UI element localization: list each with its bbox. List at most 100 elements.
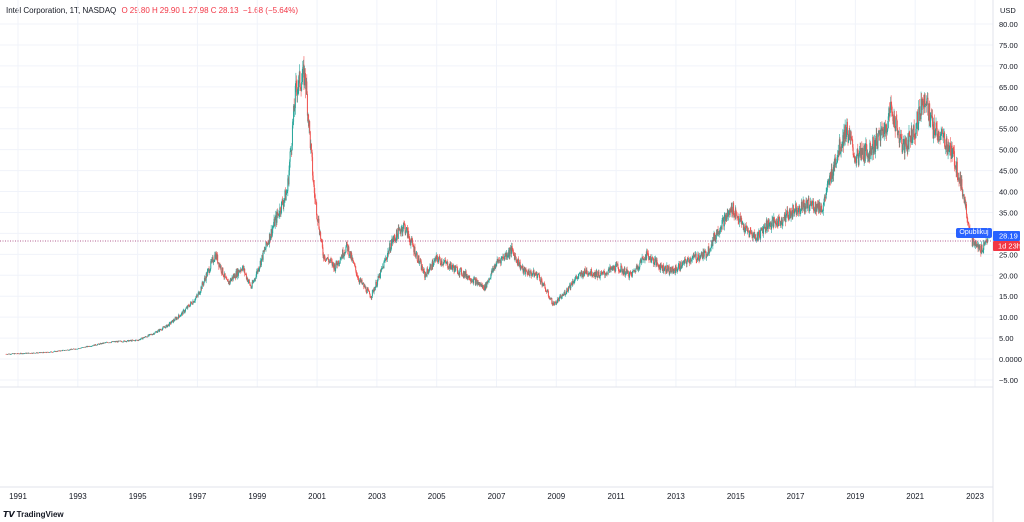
candle-body	[597, 271, 599, 277]
candle-body	[281, 200, 283, 202]
candle-body	[952, 148, 954, 157]
candle-body	[445, 261, 447, 264]
candle-body	[867, 155, 869, 157]
candle-body	[963, 194, 965, 203]
candle-body	[357, 277, 359, 278]
candle-body	[432, 261, 434, 267]
candle-body	[879, 132, 881, 134]
candle-body	[217, 262, 219, 264]
candle-body	[83, 347, 85, 348]
candle-body	[789, 209, 791, 212]
candle-body	[317, 219, 319, 222]
candle-body	[264, 248, 266, 250]
candle-body	[175, 317, 177, 320]
candle-body	[318, 218, 320, 229]
candle-body	[424, 273, 426, 278]
candle-body	[154, 332, 156, 334]
candle-body	[962, 194, 964, 197]
candle-body	[707, 246, 709, 255]
candle-body	[830, 169, 832, 183]
candle-body	[898, 130, 900, 143]
candle-body	[764, 226, 766, 229]
tradingview-logo[interactable]: 𝙏𝙑 TradingView	[3, 510, 64, 519]
candle-body	[339, 262, 341, 264]
candle-body	[925, 103, 927, 106]
candle-body	[268, 233, 270, 244]
candle-body	[443, 261, 445, 263]
candle-body	[462, 272, 464, 276]
candle-body	[722, 217, 724, 218]
candle-body	[254, 278, 256, 280]
candle-body	[761, 228, 763, 230]
candle-body	[698, 259, 700, 261]
candle-body	[653, 262, 655, 265]
candle-body	[225, 277, 227, 280]
candle-body	[412, 240, 414, 246]
candle-body	[585, 271, 587, 274]
candle-body	[945, 147, 947, 149]
candle-body	[140, 337, 142, 340]
candle-body	[18, 353, 20, 355]
candle-body	[748, 231, 750, 233]
candle-body	[707, 253, 709, 255]
candle-body	[451, 267, 453, 270]
candle-body	[864, 144, 866, 162]
candle-body	[591, 275, 593, 277]
symbol-name[interactable]: Intel Corporation, 1T, NASDAQ	[6, 6, 117, 15]
candle-body	[359, 278, 361, 281]
candle-body	[132, 340, 134, 341]
candle-body	[350, 251, 352, 258]
candle-body	[233, 275, 235, 278]
candle-body	[201, 282, 203, 289]
candle-body	[772, 217, 774, 220]
candle-body	[769, 222, 771, 224]
candle-body	[803, 203, 805, 212]
candle-body	[124, 340, 126, 342]
candle-body	[721, 220, 723, 230]
candle-body	[776, 219, 778, 226]
candle-body	[909, 131, 911, 137]
candle-body	[588, 273, 590, 275]
candle-body	[725, 214, 727, 221]
candle-body	[70, 348, 72, 350]
x-tick-label: 2023	[966, 492, 984, 501]
candle-body	[284, 190, 286, 199]
candle-body	[551, 304, 553, 305]
candle-body	[104, 342, 106, 344]
candle-body	[324, 259, 326, 260]
candle-body	[677, 265, 679, 269]
candle-body	[108, 342, 110, 344]
candle-body	[760, 228, 762, 230]
candle-body	[737, 216, 739, 221]
candle-body	[98, 343, 100, 345]
candle-body	[80, 347, 82, 349]
candle-body	[846, 121, 848, 135]
candle-body	[299, 87, 301, 89]
candle-body	[824, 196, 826, 198]
candle-body	[318, 228, 320, 235]
candle-body	[492, 268, 494, 273]
candle-body	[845, 133, 847, 139]
candle-body	[542, 283, 544, 287]
candle-body	[918, 107, 920, 114]
publish-button[interactable]: Opublikuj	[956, 228, 992, 238]
candle-body	[383, 260, 385, 262]
candle-body	[309, 131, 311, 149]
candle-body	[934, 130, 936, 136]
candle-body	[611, 266, 613, 269]
candle-body	[395, 238, 397, 241]
candle-body	[364, 287, 366, 289]
candle-body	[255, 278, 257, 279]
candle-body	[381, 267, 383, 269]
candle-body	[565, 294, 567, 295]
candle-body	[21, 353, 23, 354]
candle-body	[98, 343, 100, 345]
candle-body	[385, 258, 387, 260]
last-price-value: 28.19	[999, 231, 1018, 240]
candle-body	[211, 258, 213, 262]
candle-body	[350, 253, 352, 258]
candle-body	[5, 354, 7, 355]
candle-body	[985, 240, 987, 243]
candle-body	[225, 276, 227, 278]
